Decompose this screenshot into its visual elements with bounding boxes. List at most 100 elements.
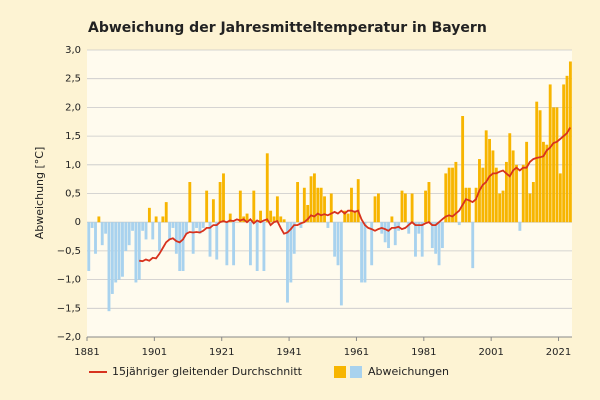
bar (215, 222, 219, 260)
bar (501, 190, 505, 223)
bar (440, 222, 444, 249)
bar (265, 153, 269, 223)
bar (454, 161, 458, 223)
bar (353, 210, 357, 223)
bar (393, 222, 397, 246)
bar (161, 216, 165, 223)
legend-swatch (350, 366, 362, 378)
bar (515, 164, 518, 223)
bar (518, 222, 522, 231)
bar (387, 222, 390, 249)
bar (568, 61, 572, 223)
x-tick-label: 1941 (276, 347, 301, 358)
bar (211, 199, 215, 223)
bar (90, 222, 94, 228)
bar (535, 101, 539, 223)
bar (319, 187, 323, 223)
y-tick-label: 2,0 (65, 102, 81, 113)
bar (232, 222, 236, 266)
bar (427, 182, 431, 223)
bar (252, 190, 256, 223)
x-tick-label: 1981 (411, 347, 436, 358)
y-tick-label: 1,0 (65, 160, 81, 171)
bar (508, 133, 512, 223)
bar (326, 222, 330, 228)
bar (94, 222, 97, 254)
bar (471, 222, 475, 269)
bar (174, 222, 178, 254)
bar (238, 190, 242, 223)
bar (312, 173, 316, 223)
bar (262, 222, 266, 271)
y-tick-label: 2,5 (65, 74, 81, 85)
bar (336, 222, 340, 266)
bar (356, 179, 360, 223)
bar (299, 222, 303, 228)
bar (208, 222, 212, 257)
bar (107, 222, 111, 312)
bar (558, 173, 562, 223)
x-tick-label: 1881 (74, 347, 99, 358)
bar (306, 204, 310, 223)
bar (420, 222, 424, 257)
bar (491, 150, 495, 223)
bar (201, 222, 205, 228)
bar (275, 196, 279, 223)
bar (481, 167, 485, 223)
bar (437, 222, 441, 266)
bar (151, 222, 155, 240)
legend-swatch (334, 366, 346, 378)
bar (134, 222, 138, 283)
bar (410, 193, 414, 223)
bar (286, 222, 289, 303)
bar (339, 222, 343, 306)
chart-title: Abweichung der Jahresmitteltemperatur in… (88, 20, 487, 36)
bar (531, 182, 535, 223)
bar (498, 193, 502, 223)
bar (100, 222, 104, 246)
bar (552, 107, 555, 223)
bar (198, 222, 202, 234)
bar (292, 222, 296, 254)
x-tick-label: 1901 (142, 347, 167, 358)
bar (528, 193, 532, 223)
legend-label: Abweichungen (368, 365, 449, 378)
bar (329, 193, 333, 223)
bar (521, 164, 525, 223)
bar (525, 141, 529, 223)
bar (494, 167, 498, 223)
x-tick-label: 2021 (546, 347, 571, 358)
bar (110, 222, 114, 294)
bar (434, 222, 438, 254)
bar (164, 202, 168, 223)
bar (296, 182, 300, 223)
bar (474, 187, 478, 223)
bar (414, 222, 417, 257)
bar (205, 190, 209, 223)
bar (154, 216, 158, 223)
bar (279, 216, 283, 223)
bar (363, 222, 367, 283)
bar (114, 222, 118, 283)
bar (181, 222, 185, 271)
bar (255, 222, 259, 271)
y-tick-label: −1,0 (57, 275, 81, 286)
moving-average-line (139, 127, 572, 263)
bar (259, 210, 262, 223)
y-tick-label: −1,5 (57, 303, 81, 314)
bar (360, 222, 364, 283)
bar (144, 222, 148, 240)
bar (484, 130, 488, 223)
bar (545, 144, 549, 223)
bar (323, 196, 326, 223)
y-tick-label: 3,0 (65, 45, 81, 56)
bar (97, 216, 101, 223)
bar (451, 167, 454, 223)
bar (400, 190, 404, 223)
bar (407, 222, 411, 234)
bar (289, 222, 293, 283)
bar (249, 222, 252, 266)
bar (555, 107, 559, 223)
bar (269, 210, 273, 223)
